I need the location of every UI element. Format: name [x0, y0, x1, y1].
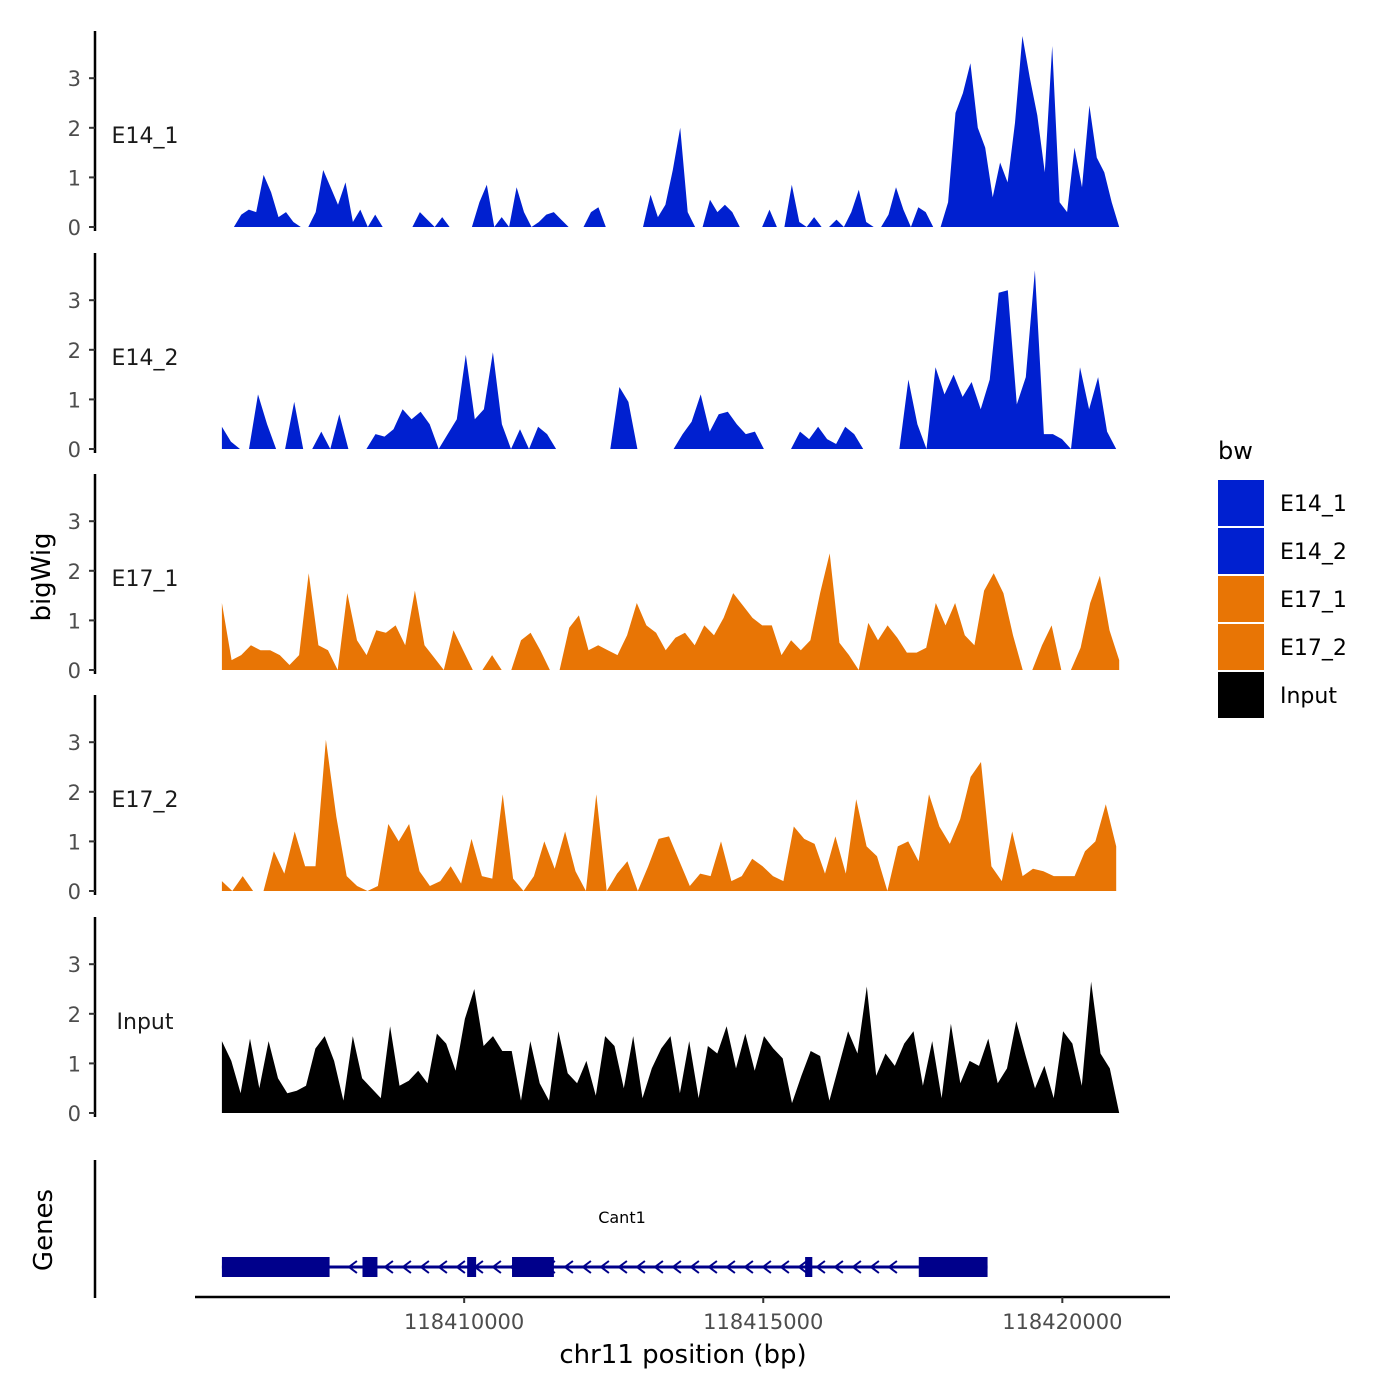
legend-label: E17_2 — [1280, 636, 1347, 661]
strand-arrow — [797, 1260, 808, 1274]
y-tick-label: 0 — [68, 880, 81, 904]
legend-swatch-input — [1218, 672, 1264, 718]
legend-swatch-e17_1 — [1218, 576, 1264, 622]
track-label: E14_2 — [112, 346, 179, 371]
y-tick-label: 0 — [68, 1102, 81, 1126]
legend-label: E17_1 — [1280, 588, 1347, 613]
y-tick-label: 2 — [68, 560, 81, 584]
strand-arrow — [725, 1260, 736, 1274]
strand-arrow — [437, 1260, 448, 1274]
strand-arrow — [779, 1260, 790, 1274]
legend-swatch-e14_2 — [1218, 528, 1264, 574]
y-tick-label: 1 — [68, 1052, 81, 1076]
strand-arrow — [761, 1260, 772, 1274]
strand-arrow — [563, 1260, 574, 1274]
y-tick-label: 2 — [68, 117, 81, 141]
y-tick-label: 1 — [68, 388, 81, 412]
track-label: Input — [117, 1010, 174, 1035]
gene-exon — [221, 1257, 330, 1277]
track-e14_1: 0 1 2 3 E14_1 — [68, 31, 1120, 240]
gene-exon — [918, 1257, 988, 1277]
y-tick-label: 3 — [68, 67, 81, 91]
track-e14_2: 0 1 2 3 E14_2 — [68, 253, 1117, 462]
strand-arrow — [635, 1260, 646, 1274]
tracks-layer: 0 1 2 3 E14_1 0 1 2 3 E14_2 0 1 2 3 E17_1 0 1 2 3 E17_2 0 1 2 3… — [68, 31, 1120, 1126]
track-label: E17_2 — [112, 788, 179, 813]
strand-arrow — [671, 1260, 682, 1274]
strand-arrow — [383, 1260, 394, 1274]
y-tick-label: 3 — [68, 953, 81, 977]
y-tick-label: 2 — [68, 1003, 81, 1027]
strand-arrow — [455, 1260, 466, 1274]
strand-arrow — [581, 1260, 592, 1274]
gene-exon — [512, 1257, 554, 1277]
strand-arrow — [887, 1260, 898, 1274]
strand-arrow — [491, 1260, 502, 1274]
strand-arrow — [869, 1260, 880, 1274]
strand-arrow — [815, 1260, 826, 1274]
y-tick-label: 2 — [68, 339, 81, 363]
x-tick-label: 118410000 — [404, 1310, 524, 1334]
coverage-area-e17_1 — [221, 553, 1120, 670]
y-tick-label: 2 — [68, 781, 81, 805]
gene-exon — [467, 1257, 477, 1277]
x-tick-label: 118415000 — [703, 1310, 823, 1334]
legend-label: E14_1 — [1280, 492, 1347, 517]
strand-arrow — [419, 1260, 430, 1274]
coverage-area-e14_1 — [233, 36, 1120, 227]
strand-arrow — [599, 1260, 610, 1274]
y-tick-label: 3 — [68, 510, 81, 534]
genes-layer: Cant1 — [93, 1160, 988, 1298]
coverage-area-e17_2 — [221, 739, 1117, 891]
strand-arrow — [707, 1260, 718, 1274]
track-e17_1: 0 1 2 3 E17_1 — [68, 474, 1120, 683]
strand-arrow — [347, 1260, 358, 1274]
legend-swatch-e17_2 — [1218, 624, 1264, 670]
y-tick-label: 1 — [68, 609, 81, 633]
legend: bw E14_1 E14_2 E17_1 E17_2 Input — [1218, 437, 1347, 718]
legend-swatch-e14_1 — [1218, 480, 1264, 526]
track-e17_2: 0 1 2 3 E17_2 — [68, 695, 1117, 904]
y-tick-label: 3 — [68, 731, 81, 755]
track-label: E17_1 — [112, 567, 179, 592]
strand-arrow — [833, 1260, 844, 1274]
x-tick-label: 118420000 — [1002, 1310, 1122, 1334]
legend-title: bw — [1218, 437, 1253, 465]
strand-arrow — [617, 1260, 628, 1274]
strand-arrow — [689, 1260, 700, 1274]
coverage-area-e14_2 — [221, 270, 1117, 449]
track-label: E14_1 — [112, 124, 179, 149]
y-tick-label: 0 — [68, 659, 81, 683]
gene-name-label: Cant1 — [598, 1208, 646, 1227]
legend-label: Input — [1280, 684, 1337, 709]
track-input: 0 1 2 3 Input — [68, 917, 1120, 1126]
strand-arrow — [743, 1260, 754, 1274]
strand-arrow — [401, 1260, 412, 1274]
genes-panel-title: Genes — [29, 1189, 59, 1271]
y-tick-label: 1 — [68, 166, 81, 190]
gene-exon — [362, 1257, 378, 1277]
y-tick-label: 1 — [68, 830, 81, 854]
strand-arrow — [653, 1260, 664, 1274]
x-axis-title: chr11 position (bp) — [559, 1340, 806, 1370]
gene-exon — [805, 1257, 813, 1277]
y-tick-label: 0 — [68, 216, 81, 240]
x-axis: 118410000 118415000 118420000 — [195, 1295, 1170, 1334]
y-tick-label: 0 — [68, 438, 81, 462]
y-axis-title: bigWig — [27, 532, 57, 621]
coverage-area-input — [221, 981, 1120, 1113]
strand-arrow — [851, 1260, 862, 1274]
legend-label: E14_2 — [1280, 540, 1347, 565]
y-tick-label: 3 — [68, 289, 81, 313]
